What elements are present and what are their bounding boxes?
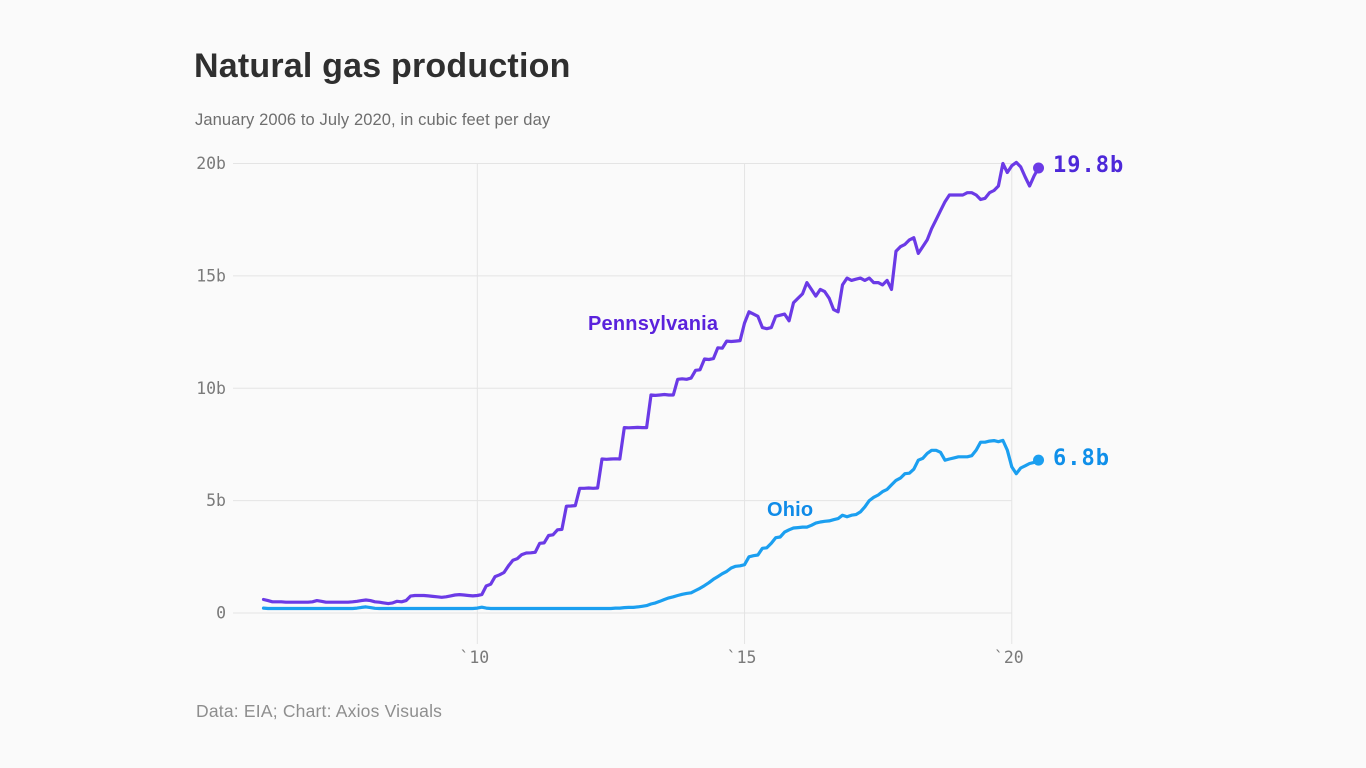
line-pennsylvania <box>261 160 1041 606</box>
source-credit: Data: EIA; Chart: Axios Visuals <box>196 701 443 721</box>
y-tick-label: 20b <box>196 154 226 173</box>
end-dot-pennsylvania <box>1033 162 1045 174</box>
page-title: Natural gas production <box>194 47 571 85</box>
y-tick-label: 10b <box>196 379 226 398</box>
y-tick-label: 15b <box>196 266 226 285</box>
end-value-label-pennsylvania: 19.8b <box>1053 153 1125 178</box>
chart-subtitle: January 2006 to July 2020, in cubic feet… <box>195 111 551 129</box>
end-value-label-ohio: 6.8b <box>1053 446 1110 471</box>
x-tick-label: `15 <box>727 648 757 667</box>
x-tick-label: `20 <box>994 648 1024 667</box>
x-tick-label: `10 <box>459 648 489 667</box>
line-ohio <box>261 438 1041 611</box>
y-tick-label: 5b <box>206 491 226 510</box>
end-dot-ohio <box>1033 454 1045 466</box>
series-label-ohio: Ohio <box>767 499 814 521</box>
series-label-pennsylvania: Pennsylvania <box>588 313 719 335</box>
y-tick-label: 0 <box>216 604 226 623</box>
